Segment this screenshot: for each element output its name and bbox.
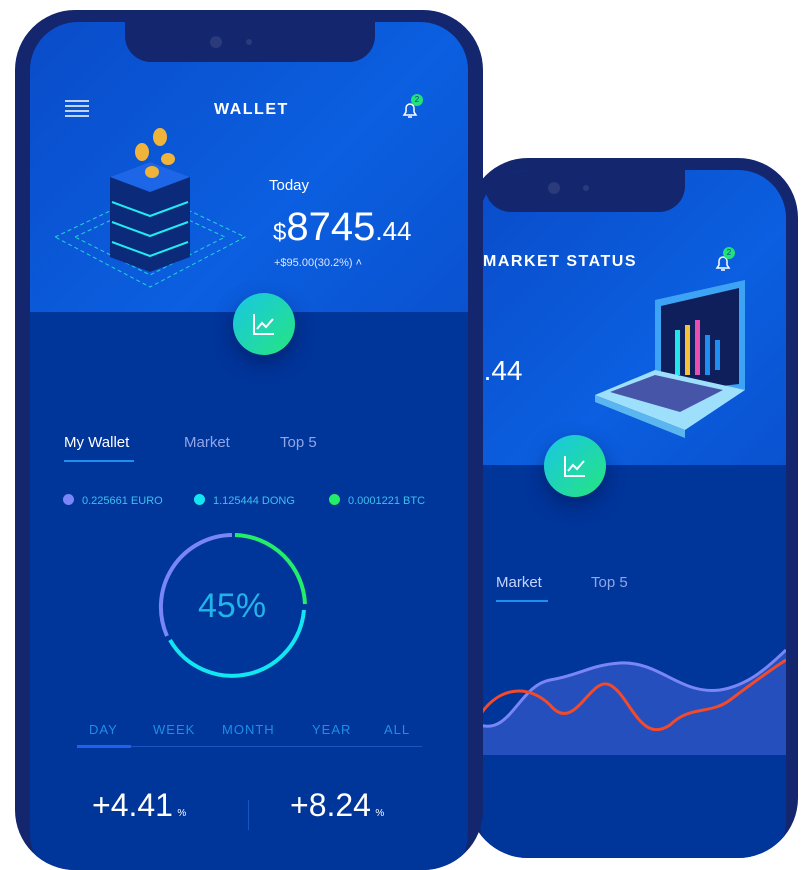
menu-icon[interactable] <box>65 99 89 117</box>
laptop-illustration <box>595 280 745 438</box>
legend-dot <box>63 494 74 505</box>
stat-value: +8.24 <box>290 787 371 823</box>
notification-badge: 2 <box>411 94 423 106</box>
period-week[interactable]: WEEK <box>153 722 196 737</box>
legend-dot <box>329 494 340 505</box>
legend-label: 1.125444 DONG <box>213 495 295 507</box>
period-year[interactable]: YEAR <box>312 722 352 737</box>
ring-percent: 45% <box>198 587 267 625</box>
stat-week: +8.24 % <box>290 787 384 824</box>
market-line-chart <box>480 648 786 755</box>
chevron-up-icon: ˄ <box>355 257 363 269</box>
progress-ring <box>158 533 307 678</box>
chart-fab-button[interactable] <box>233 293 295 355</box>
tab-top5[interactable]: Top 5 <box>591 574 628 591</box>
market-phone: MARKET STATUS 2 5.44 Market Top 5 <box>468 158 798 858</box>
legend-dong: 1.125444 DONG <box>194 494 295 507</box>
balance-change: +$95.00(30.2%) ˄ <box>274 257 362 269</box>
tab-indicator <box>64 460 134 462</box>
tab-top5[interactable]: Top 5 <box>280 434 317 451</box>
period-month[interactable]: MONTH <box>222 722 275 737</box>
legend-btc: 0.0001221 BTC <box>329 494 425 507</box>
period-indicator <box>77 745 131 748</box>
legend-label: 0.0001221 BTC <box>348 495 426 507</box>
tab-market[interactable]: Market <box>184 434 230 451</box>
change-text: +$95.00(30.2%) <box>274 257 353 269</box>
ring-segment-dong <box>168 609 306 678</box>
tab-market[interactable]: Market <box>496 574 542 591</box>
period-all[interactable]: ALL <box>384 722 411 737</box>
period-track <box>77 746 422 747</box>
series-red <box>480 658 786 732</box>
legend-dot <box>194 494 205 505</box>
legend-euro: 0.225661 EURO <box>63 494 163 507</box>
tab-indicator <box>496 600 548 602</box>
server-coins-illustration <box>53 128 247 288</box>
series-area <box>480 650 786 755</box>
bell-icon[interactable] <box>400 100 420 120</box>
series-purple <box>480 648 786 728</box>
balance-value: $8745.44 <box>273 205 412 250</box>
balance-partial: 5.44 <box>480 355 523 386</box>
wallet-phone: WALLET 2 Today $8745.44 +$95.00(30.2%) ˄… <box>15 10 483 870</box>
legend-label: 0.225661 EURO <box>82 495 163 507</box>
chart-icon <box>253 314 274 335</box>
ring-segment-btc <box>234 533 307 605</box>
period-day[interactable]: DAY <box>89 722 118 737</box>
chart-fab-button[interactable] <box>544 435 606 497</box>
market-title: MARKET STATUS <box>483 253 638 270</box>
currency-symbol: $ <box>273 219 287 246</box>
stat-divider <box>248 800 249 830</box>
balance-decimal: .44 <box>375 216 412 246</box>
ring-segment-euro <box>158 533 233 637</box>
tab-my-wallet[interactable]: My Wallet <box>64 434 130 451</box>
balance-label: Today <box>269 177 310 194</box>
stat-value: +4.41 <box>92 787 173 823</box>
wallet-title: WALLET <box>214 101 289 118</box>
chart-icon <box>564 456 585 477</box>
balance-main: 8745 <box>286 205 376 249</box>
stat-day: +4.41 % <box>92 787 186 824</box>
notification-badge: 2 <box>723 247 735 259</box>
